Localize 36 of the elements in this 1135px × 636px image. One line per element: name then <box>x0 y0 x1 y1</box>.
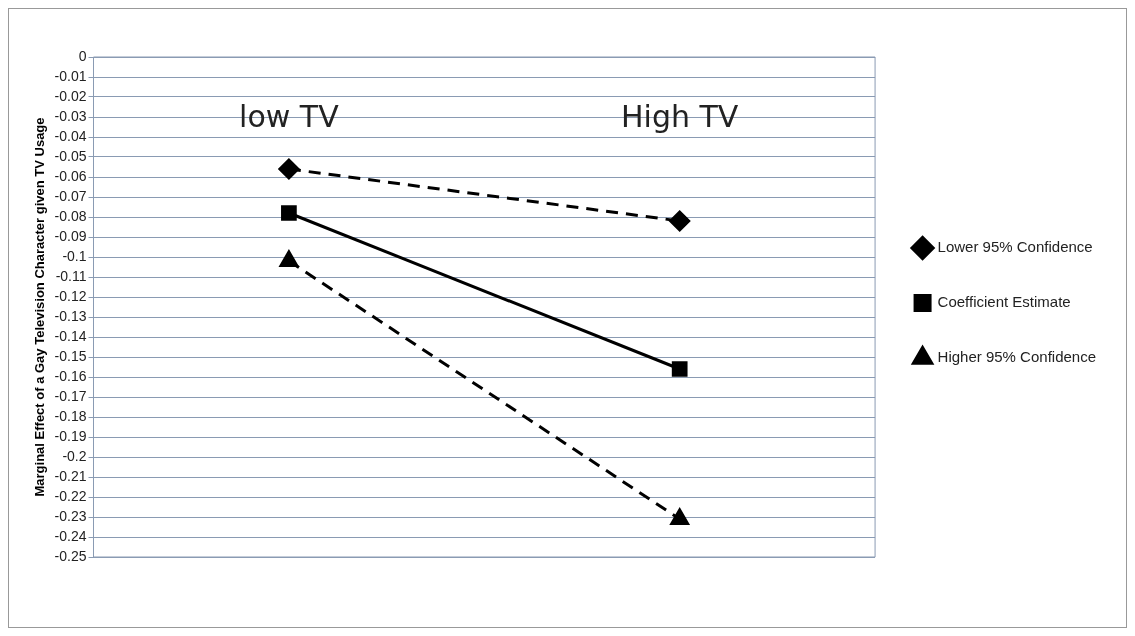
y-tick-label: -0.1 <box>62 247 87 264</box>
y-tick-label: -0.02 <box>54 87 87 104</box>
y-tick-label: -0.17 <box>54 387 87 404</box>
y-tick-label: -0.19 <box>54 427 87 444</box>
y-tick-label: -0.24 <box>54 527 87 544</box>
y-tick-label: -0.09 <box>54 227 87 244</box>
x-tick-label: High TV <box>621 98 739 134</box>
y-tick-label: -0.05 <box>54 147 87 164</box>
legend-label: Higher 95% Confidence <box>937 348 1097 366</box>
y-tick-label: -0.16 <box>54 367 87 384</box>
point <box>671 361 688 377</box>
y-tick-label: -0.23 <box>54 507 87 524</box>
y-tick-label: 0 <box>78 47 87 64</box>
point <box>669 210 691 232</box>
point <box>281 205 297 221</box>
y-tick-label: -0.21 <box>54 467 87 484</box>
y-tick-label: -0.13 <box>54 307 87 324</box>
y-tick-label: -0.25 <box>54 547 87 564</box>
y-tick-label: -0.06 <box>54 167 87 184</box>
y-tick-label: -0.01 <box>54 67 87 84</box>
y-tick-label: -0.04 <box>54 127 87 144</box>
y-tick-label: -0.14 <box>54 327 87 344</box>
y-tick-label: -0.18 <box>54 407 87 424</box>
y-tick-label: -0.08 <box>54 207 87 224</box>
point <box>278 158 300 180</box>
y-tick-label: -0.15 <box>54 347 87 364</box>
y-axis-title: Marginal Effect of a Gay Television Character given TV Usage <box>32 117 48 497</box>
legend-label: Coefficient Estimate <box>937 293 1071 311</box>
y-tick-label: -0.22 <box>54 487 87 504</box>
y-tick-label: -0.11 <box>55 267 87 284</box>
y-tick-label: -0.2 <box>62 447 87 464</box>
x-tick-label: low TV <box>239 98 340 134</box>
y-tick-label: -0.07 <box>54 187 87 204</box>
y-tick-label: -0.03 <box>54 107 87 124</box>
y-tick-label: -0.12 <box>54 287 87 304</box>
legend-label: Lower 95% Confidence <box>937 238 1093 256</box>
